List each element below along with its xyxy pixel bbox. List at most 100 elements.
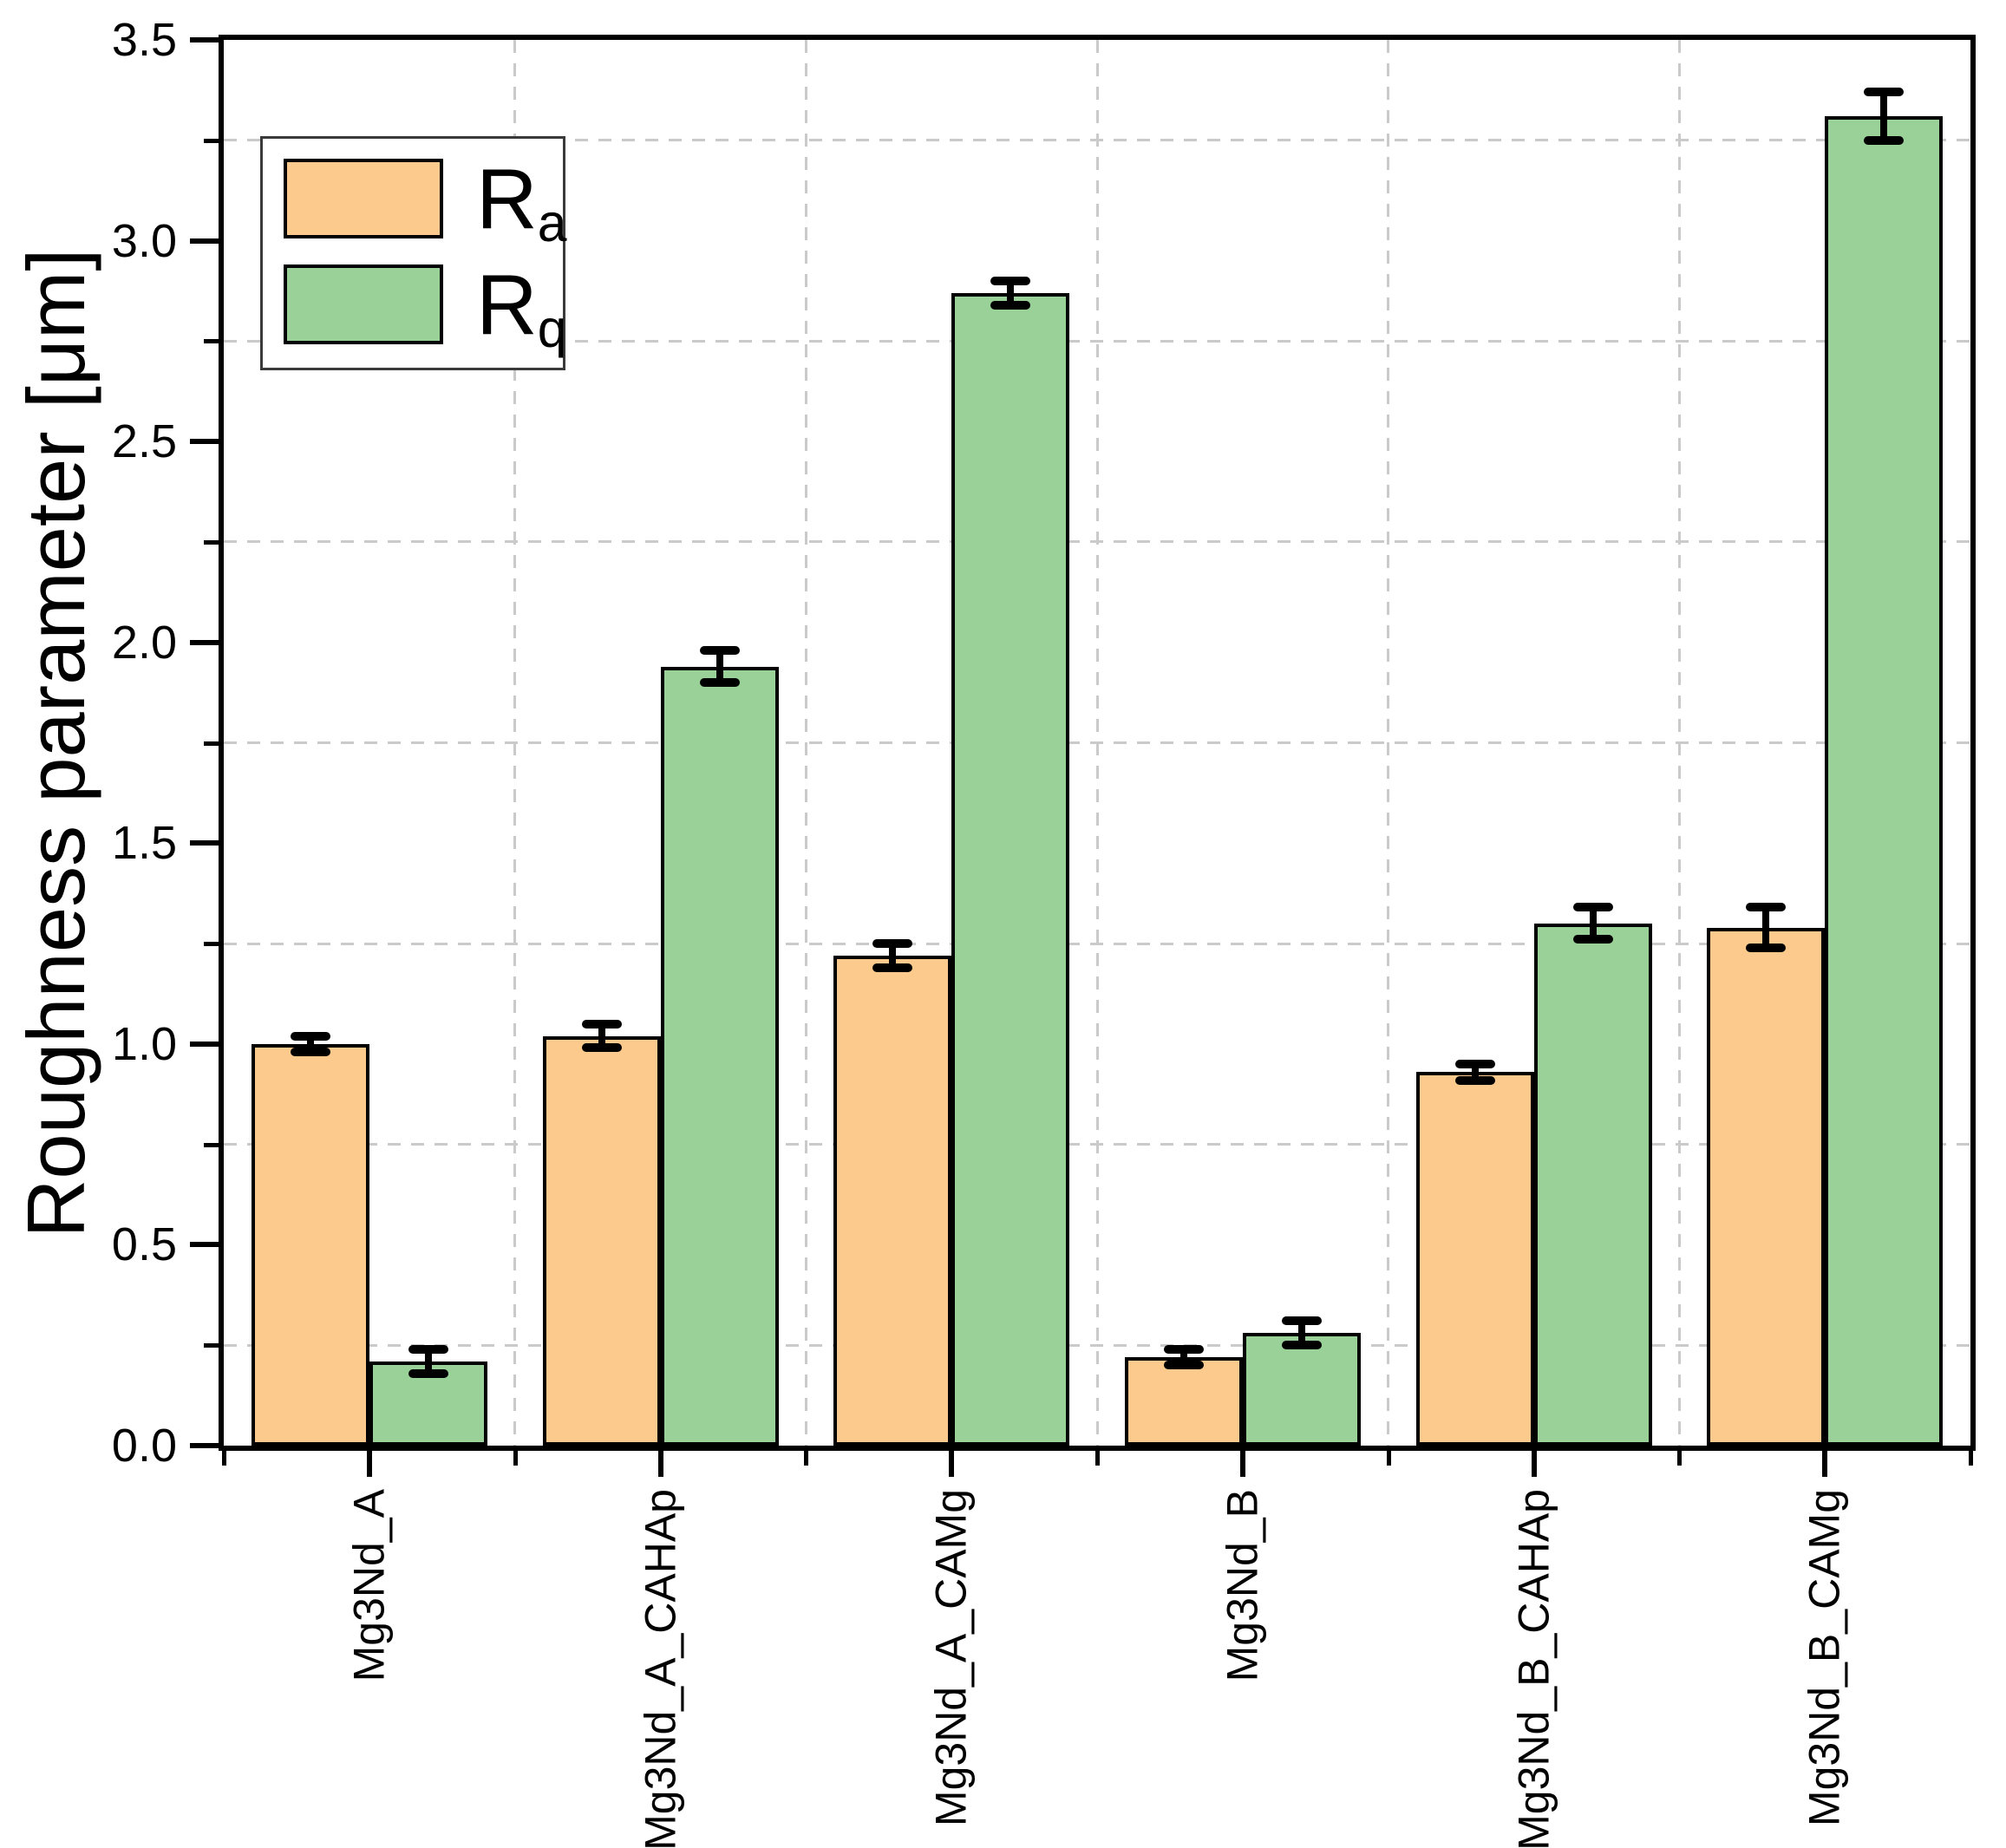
error-bar-cap-top: [699, 645, 740, 655]
error-bar-Ra-Mg3Nd_A_CAHAp: [581, 1019, 622, 1053]
x-tick-label: Mg3Nd_B_CAHAp: [1509, 1489, 1558, 1848]
gridline-vertical: [513, 40, 517, 1446]
y-major-tick: [190, 840, 219, 846]
error-bar-cap-bottom: [1454, 1075, 1495, 1085]
y-tick-label: 3.0: [111, 214, 177, 267]
x-major-tick: [366, 1451, 372, 1477]
error-bar-line: [889, 944, 897, 968]
error-bar-cap-bottom: [290, 1048, 330, 1057]
error-bar-cap-bottom: [1163, 1361, 1204, 1370]
error-bar-cap-top: [290, 1031, 330, 1041]
legend-entry-ra: Ra: [284, 147, 567, 250]
error-bar-Rq-Mg3Nd_A_CAMg: [990, 276, 1031, 310]
y-major-tick: [190, 37, 219, 42]
x-tick-label-text: Mg3Nd_A_CAMg: [926, 1489, 976, 1827]
x-major-tick: [1822, 1451, 1828, 1477]
y-tick-label: 3.5: [111, 14, 177, 66]
bar-Ra-Mg3Nd_B_CAHAp: [1415, 1072, 1534, 1446]
error-bar-Ra-Mg3Nd_A_CAMg: [872, 939, 913, 972]
error-bar-cap-top: [1454, 1060, 1495, 1068]
y-tick-label: 1.5: [111, 817, 177, 870]
error-bar-cap-bottom: [581, 1043, 622, 1053]
x-major-tick: [1531, 1451, 1537, 1477]
x-tick-label-text: Mg3Nd_A_CAHAp: [636, 1489, 684, 1848]
error-bar-line: [598, 1023, 605, 1048]
x-tick-label: Mg3Nd_A: [344, 1489, 393, 1681]
y-major-tick: [190, 439, 219, 445]
gridline-vertical: [1387, 40, 1390, 1446]
bar-Ra-Mg3Nd_B_CAMg: [1707, 927, 1826, 1446]
error-bar-cap-bottom: [872, 963, 913, 972]
error-bar-cap-bottom: [1281, 1341, 1322, 1350]
legend-entry-rq: Rq: [284, 253, 567, 356]
bar-Rq-Mg3Nd_B: [1242, 1333, 1361, 1446]
x-major-tick: [1239, 1451, 1245, 1477]
error-bar-cap-top: [1746, 903, 1787, 912]
y-minor-tick: [204, 138, 219, 143]
error-bar-cap-bottom: [990, 300, 1031, 310]
error-bar-cap-bottom: [408, 1368, 448, 1378]
y-major-tick: [190, 639, 219, 645]
legend-label-ra: Ra: [476, 151, 567, 253]
y-minor-tick: [204, 1142, 219, 1147]
y-tick-label: 0.0: [111, 1420, 177, 1472]
bar-Ra-Mg3Nd_A: [251, 1043, 369, 1446]
x-minor-tick: [513, 1451, 518, 1466]
y-minor-tick: [204, 539, 219, 545]
error-bar-line: [306, 1035, 314, 1053]
x-tick-label-text: Mg3Nd_B_CAMg: [1800, 1489, 1849, 1827]
error-bar-cap-top: [581, 1019, 622, 1028]
error-bar-Rq-Mg3Nd_B_CAMg: [1864, 88, 1905, 145]
error-bar-cap-bottom: [1572, 935, 1613, 944]
bar-Ra-Mg3Nd_A_CAMg: [833, 955, 952, 1446]
x-tick-label: Mg3Nd_B: [1218, 1489, 1266, 1681]
error-bar-cap-top: [1281, 1316, 1322, 1326]
gridline-vertical: [1095, 40, 1099, 1446]
error-bar-line: [424, 1348, 432, 1374]
y-tick-label: 2.5: [111, 415, 177, 468]
error-bar-Ra-Mg3Nd_B_CAMg: [1746, 903, 1787, 952]
y-minor-tick: [204, 741, 219, 746]
error-bar-line: [1007, 280, 1015, 305]
legend: Ra Rq: [260, 136, 567, 370]
legend-label-rq: Rq: [476, 257, 567, 359]
bar-Rq-Mg3Nd_B_CAMg: [1825, 116, 1944, 1446]
error-bar-Rq-Mg3Nd_B_CAHAp: [1572, 903, 1613, 944]
x-minor-tick: [804, 1451, 809, 1466]
y-tick-label: 0.5: [111, 1218, 177, 1271]
legend-swatch-ra: [284, 159, 443, 238]
error-bar-Rq-Mg3Nd_A_CAHAp: [699, 645, 740, 688]
error-bar-Ra-Mg3Nd_B_CAHAp: [1454, 1060, 1495, 1085]
y-minor-tick: [204, 942, 219, 947]
x-minor-tick: [1969, 1451, 1973, 1466]
x-tick-label-text: Mg3Nd_B_CAHAp: [1509, 1489, 1558, 1848]
y-major-tick: [190, 1443, 219, 1448]
error-bar-cap-top: [408, 1344, 448, 1354]
y-minor-tick: [204, 1343, 219, 1348]
x-major-tick: [949, 1451, 955, 1477]
error-bar-Rq-Mg3Nd_A: [408, 1344, 448, 1378]
error-bar-cap-bottom: [1864, 135, 1905, 145]
bar-Rq-Mg3Nd_B_CAHAp: [1533, 923, 1652, 1446]
x-minor-tick: [1386, 1451, 1391, 1466]
error-bar-line: [1589, 907, 1597, 940]
y-major-tick: [190, 238, 219, 244]
y-tick-label: 2.0: [111, 616, 177, 669]
y-tick-label: 1.0: [111, 1017, 177, 1070]
error-bar-line: [1297, 1321, 1305, 1346]
x-major-tick: [657, 1451, 663, 1477]
error-bar-Ra-Mg3Nd_A: [290, 1031, 330, 1057]
error-bar-line: [1471, 1064, 1479, 1081]
bar-Ra-Mg3Nd_B: [1124, 1357, 1243, 1446]
bar-Rq-Mg3Nd_A_CAHAp: [660, 666, 779, 1446]
x-minor-tick: [222, 1451, 226, 1466]
error-bar-cap-top: [1864, 88, 1905, 97]
error-bar-line: [1762, 907, 1770, 948]
gridline-vertical: [1677, 40, 1681, 1446]
y-axis-title-text: Roughness parameter [μm]: [10, 248, 101, 1237]
x-tick-label: Mg3Nd_A_CAMg: [926, 1489, 976, 1827]
x-tick-label: Mg3Nd_A_CAHAp: [636, 1489, 684, 1848]
error-bar-cap-bottom: [699, 678, 740, 688]
error-bar-cap-top: [872, 939, 913, 949]
y-major-tick: [190, 1242, 219, 1248]
